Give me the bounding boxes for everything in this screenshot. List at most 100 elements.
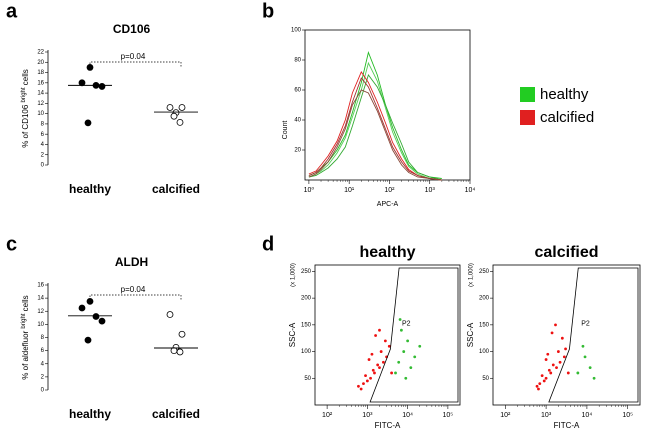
event-dot bbox=[558, 360, 562, 364]
event-dot bbox=[413, 355, 417, 359]
data-point bbox=[178, 330, 186, 338]
event-dot bbox=[556, 350, 560, 353]
y-axis-label: Count bbox=[282, 121, 289, 140]
y-axis-label: SSC-A bbox=[288, 322, 297, 347]
y-tick-label: 16 bbox=[37, 80, 44, 86]
data-point bbox=[86, 298, 94, 305]
y-tick-label: 2 bbox=[41, 152, 45, 158]
data-point bbox=[170, 112, 178, 120]
x-category-label: calcified bbox=[152, 182, 200, 196]
event-dot bbox=[364, 374, 367, 378]
data-point bbox=[178, 104, 186, 111]
event-dot bbox=[374, 334, 377, 337]
legend-swatch bbox=[520, 110, 535, 125]
y-tick-label: 250 bbox=[301, 269, 312, 275]
y-tick-label: 20 bbox=[37, 60, 44, 66]
event-dot bbox=[537, 387, 540, 391]
data-point bbox=[176, 118, 184, 126]
event-dot bbox=[402, 350, 406, 353]
y-tick-label: 50 bbox=[304, 376, 311, 382]
y-tick-label: 16 bbox=[37, 283, 44, 289]
data-point bbox=[78, 304, 86, 312]
y-tick-label: 8 bbox=[41, 121, 45, 127]
event-dot bbox=[390, 371, 394, 375]
event-dot bbox=[367, 358, 371, 361]
y-tick-label: 250 bbox=[479, 269, 490, 275]
panel-label: b bbox=[262, 0, 274, 22]
y-axis-label-part: % of aldefluor bbox=[21, 329, 30, 380]
event-dot bbox=[381, 360, 385, 364]
data-point bbox=[166, 104, 174, 111]
data-point bbox=[176, 348, 184, 356]
x-tick-label: 10⁵ bbox=[443, 412, 454, 419]
event-dot bbox=[592, 376, 596, 380]
event-dot bbox=[550, 331, 554, 335]
legend-label: healthy bbox=[540, 86, 589, 103]
x-tick-label: 10² bbox=[500, 412, 511, 419]
y-tick-label: 100 bbox=[291, 28, 302, 34]
y-tick-label: 14 bbox=[37, 91, 44, 97]
event-dot bbox=[546, 352, 550, 356]
data-point bbox=[86, 64, 94, 71]
plot-frame bbox=[314, 264, 461, 406]
x-category-label: healthy bbox=[69, 407, 111, 421]
y-tick-label: 4 bbox=[41, 361, 45, 367]
event-dot bbox=[588, 366, 592, 369]
event-dot bbox=[379, 350, 383, 353]
y-tick-label: 4 bbox=[41, 142, 45, 148]
annotation: p=0.04 bbox=[121, 285, 146, 294]
significance-bracket bbox=[89, 294, 182, 300]
y-axis-label-part: cells bbox=[21, 295, 30, 313]
legend-label: calcified bbox=[540, 109, 594, 126]
event-dot bbox=[365, 379, 369, 383]
panel-label: a bbox=[6, 0, 18, 22]
event-dot bbox=[562, 355, 566, 359]
data-point bbox=[98, 83, 106, 90]
y-axis-label-part: bright bbox=[21, 313, 27, 328]
y-tick-label: 8 bbox=[41, 335, 45, 341]
data-point bbox=[84, 119, 92, 127]
event-dot bbox=[576, 371, 580, 375]
event-dot bbox=[538, 382, 542, 386]
plot-frame bbox=[304, 29, 471, 181]
event-dot bbox=[540, 374, 544, 378]
y-tick-label: 100 bbox=[301, 349, 312, 355]
x-tick-label: 10² bbox=[322, 412, 333, 419]
y-tick-label: 100 bbox=[479, 349, 490, 355]
histogram-curve bbox=[308, 74, 442, 181]
y-tick-label: 150 bbox=[301, 322, 312, 328]
y-tick-label: 14 bbox=[37, 296, 44, 302]
y-tick-label: 0 bbox=[41, 388, 45, 394]
x-tick-label: 10⁴ bbox=[402, 412, 413, 419]
x-category-label: healthy bbox=[69, 182, 111, 196]
event-dot bbox=[547, 368, 551, 372]
plot-frame bbox=[492, 264, 641, 406]
gate bbox=[548, 267, 639, 403]
data-point bbox=[84, 336, 92, 344]
y-axis-unit: (x 1,000) bbox=[291, 263, 297, 287]
y-axis-label-part: cells bbox=[21, 69, 30, 87]
event-dot bbox=[362, 382, 365, 386]
legend-swatch bbox=[520, 87, 535, 102]
data-point bbox=[92, 313, 100, 320]
event-dot bbox=[371, 368, 375, 372]
event-dot bbox=[378, 328, 381, 332]
x-category-label: calcified bbox=[152, 407, 200, 421]
event-dot bbox=[549, 371, 553, 375]
event-dot bbox=[555, 366, 558, 369]
panel-label: d bbox=[262, 233, 274, 255]
event-dot bbox=[399, 328, 403, 332]
data-point bbox=[166, 311, 174, 318]
x-tick-label: 10² bbox=[384, 187, 395, 194]
data-point bbox=[170, 347, 178, 355]
y-tick-label: 6 bbox=[41, 348, 45, 354]
event-dot bbox=[560, 336, 564, 340]
x-tick-label: 10⁵ bbox=[622, 412, 633, 419]
y-axis-label-part: bright bbox=[21, 87, 27, 102]
event-dot bbox=[387, 344, 391, 348]
y-tick-label: 200 bbox=[301, 296, 312, 302]
x-axis-label: FITC-A bbox=[375, 421, 401, 430]
chart-title: CD106 bbox=[113, 22, 151, 36]
x-axis-label: APC-A bbox=[377, 201, 399, 208]
